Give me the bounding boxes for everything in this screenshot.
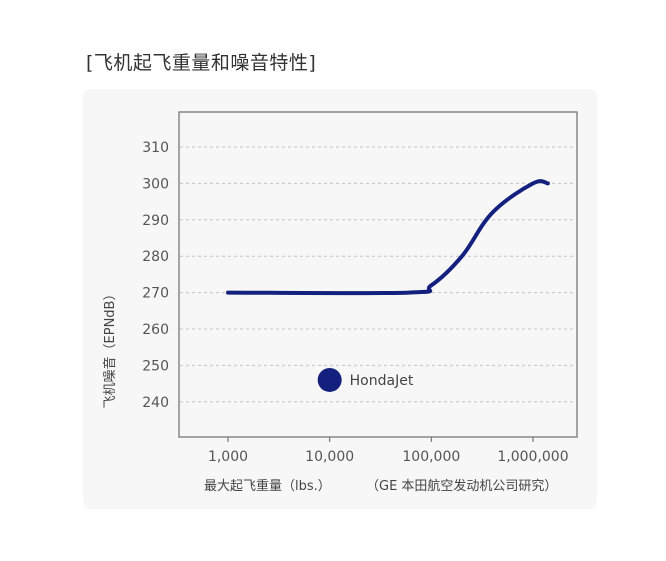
x-ticks: 1,000 10,000 100,000 1,000,000 xyxy=(208,437,569,465)
chart-title: [飞机起飞重量和噪音特性] xyxy=(86,52,317,74)
source-note: （GE 本田航空发动机公司研究） xyxy=(366,478,557,494)
y-tick-label: 280 xyxy=(142,249,169,265)
y-tick-label: 240 xyxy=(142,395,169,411)
hondajet-marker xyxy=(317,367,342,392)
y-tick-label: 270 xyxy=(142,286,169,302)
x-tick-label: 1,000,000 xyxy=(497,449,568,465)
series-group xyxy=(226,179,550,296)
grid-lines xyxy=(180,146,576,403)
chart-card xyxy=(83,89,597,509)
annotations-group: HondaJet xyxy=(317,367,414,392)
x-tick-label: 1,000 xyxy=(208,449,248,465)
x-tick-label: 100,000 xyxy=(402,449,460,465)
x-axis-label: 最大起飞重量（lbs.） xyxy=(204,478,331,494)
y-tick-label: 290 xyxy=(142,213,169,229)
y-axis-label: 飞机噪音（EPNdB） xyxy=(102,288,118,409)
y-tick-label: 310 xyxy=(142,140,169,156)
noise-series-line xyxy=(226,179,550,296)
y-tick-label: 300 xyxy=(142,176,169,192)
x-tick-label: 10,000 xyxy=(305,449,354,465)
y-tick-label: 250 xyxy=(142,358,169,374)
y-tick-label: 260 xyxy=(142,322,169,338)
hondajet-label: HondaJet xyxy=(350,373,414,389)
y-ticks: 310 300 290 280 270 260 250 240 xyxy=(142,140,169,411)
plot-area-frame xyxy=(178,111,578,438)
